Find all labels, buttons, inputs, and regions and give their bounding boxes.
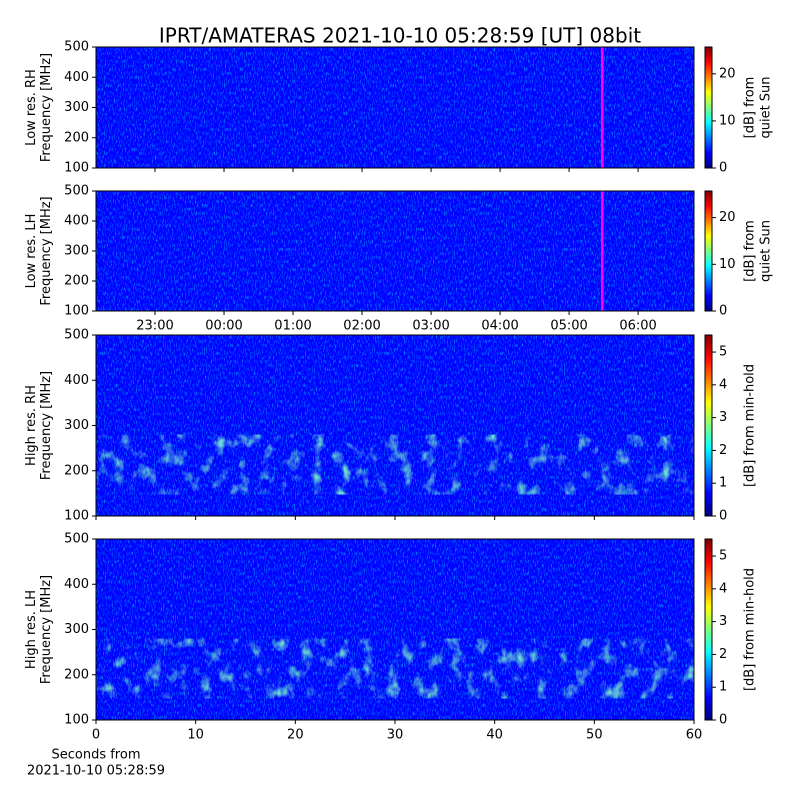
y-tick-label: 400 [64, 577, 89, 592]
y-tick-label: 200 [64, 463, 89, 478]
y-tick-label: 500 [64, 532, 89, 547]
y-tick-label: 300 [64, 622, 89, 637]
colorbar-tick-label: 4 [719, 377, 727, 392]
colorbar-tick-label: 0 [719, 509, 727, 524]
y-axis-label: High res. RH [24, 385, 39, 466]
y-tick-label: 300 [64, 244, 89, 259]
colorbar-tick-label: 10 [719, 113, 736, 128]
y-tick-label: 400 [64, 214, 89, 229]
colorbar-tick-label: 10 [719, 257, 736, 272]
y-axis-label: Low res. LH [24, 214, 39, 289]
y-tick-label: 500 [64, 328, 89, 343]
colorbar-tick-label: 5 [719, 549, 727, 564]
colorbar-tick-label: 4 [719, 581, 727, 596]
colorbar-tick-label: 3 [719, 614, 727, 629]
x-axis-label: 2021-10-10 05:28:59 [27, 764, 165, 779]
colorbar-tick-label: 1 [719, 680, 727, 695]
x-tick-label: 40 [486, 728, 503, 743]
y-tick-label: 400 [64, 373, 89, 388]
x-tick-label: 50 [586, 728, 603, 743]
y-tick-label: 100 [64, 304, 89, 319]
x-tick-label: 0 [92, 728, 100, 743]
colorbar-tick-label: 5 [719, 345, 727, 360]
spectrogram-emission [96, 638, 694, 699]
colorbar [704, 538, 713, 721]
colorbar-tick-label: 0 [719, 161, 727, 176]
colorbar-tick-label: 0 [719, 304, 727, 319]
y-tick-label: 300 [64, 418, 89, 433]
colorbar [704, 334, 713, 517]
x-tick-label: 03:00 [412, 319, 449, 334]
y-axis-label: Frequency [MHz] [39, 371, 54, 480]
colorbar-tick-label: 2 [719, 647, 727, 662]
y-tick-label: 100 [64, 713, 89, 728]
x-tick-label: 06:00 [619, 319, 656, 334]
colorbar-label: quiet Sun [759, 76, 774, 138]
colorbar-tick-label: 20 [719, 66, 736, 81]
colorbar-label: quiet Sun [759, 220, 774, 282]
spectrogram-speckle [96, 191, 694, 311]
y-tick-label: 500 [64, 184, 89, 199]
colorbar-label: [dB] from [743, 220, 758, 282]
y-axis-label: High res. LH [24, 590, 39, 669]
colorbar [704, 46, 713, 169]
x-axis-label: Seconds from [51, 748, 140, 763]
y-axis-label: Frequency [MHz] [39, 575, 54, 684]
y-tick-label: 100 [64, 161, 89, 176]
y-tick-label: 400 [64, 70, 89, 85]
colorbar [704, 190, 713, 312]
x-tick-label: 05:00 [550, 319, 587, 334]
y-axis-label: Frequency [MHz] [39, 53, 54, 162]
colorbar-tick-label: 3 [719, 410, 727, 425]
x-tick-label: 00:00 [205, 319, 242, 334]
x-tick-label: 04:00 [481, 319, 518, 334]
colorbar-tick-label: 0 [719, 713, 727, 728]
colorbar-tick-label: 2 [719, 443, 727, 458]
y-axis-label: Frequency [MHz] [39, 196, 54, 305]
x-tick-label: 60 [686, 728, 703, 743]
y-tick-label: 500 [64, 40, 89, 55]
y-axis-label: Low res. RH [24, 69, 39, 146]
colorbar-tick-label: 20 [719, 210, 736, 225]
y-tick-label: 300 [64, 100, 89, 115]
y-tick-label: 200 [64, 274, 89, 289]
x-tick-label: 23:00 [136, 319, 173, 334]
x-tick-label: 01:00 [274, 319, 311, 334]
chart-title: IPRT/AMATERAS 2021-10-10 05:28:59 [UT] 0… [159, 24, 641, 48]
x-tick-label: 20 [287, 728, 304, 743]
colorbar-tick-label: 1 [719, 476, 727, 491]
y-tick-label: 100 [64, 509, 89, 524]
spectrogram-emission [96, 434, 694, 495]
x-tick-label: 10 [187, 728, 204, 743]
colorbar-label: [dB] from min-hold [743, 568, 758, 691]
y-tick-label: 200 [64, 130, 89, 145]
x-tick-label: 30 [387, 728, 404, 743]
y-tick-label: 200 [64, 667, 89, 682]
x-tick-label: 02:00 [343, 319, 380, 334]
colorbar-label: [dB] from [743, 77, 758, 139]
colorbar-label: [dB] from min-hold [743, 364, 758, 487]
spectrogram-speckle [96, 47, 694, 168]
